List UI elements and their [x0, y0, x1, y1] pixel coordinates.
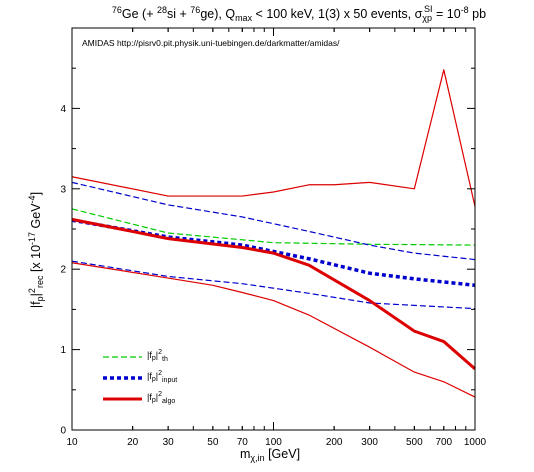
x-tick-label: 20	[127, 437, 139, 448]
series-line-th	[71, 208, 476, 246]
x-tick-label: 200	[326, 437, 343, 448]
series-line-algo-lower	[71, 262, 476, 398]
ticks-layer: 10 20 30 50 70 100 200 300 500 700 1000 0 1 2 3 4	[60, 27, 487, 448]
x-axis-label: mχ,in [GeV]	[240, 447, 300, 463]
chart-title: 76Ge (+ 28si + 76ge), Qmax < 100 keV, 1(…	[112, 4, 486, 23]
x-tick-label: 500	[406, 437, 423, 448]
legend-label-input: |fp|2input	[147, 370, 177, 384]
plot-frame	[71, 27, 476, 431]
x-tick-label: 700	[435, 437, 452, 448]
legend-label-algo: |fp|2algo	[147, 391, 175, 405]
y-tick-label: 1	[60, 345, 66, 356]
chart-annotation: AMIDAS http://pisrv0.pit.physik.uni-tueb…	[82, 38, 340, 48]
series-line-input-upper	[71, 181, 476, 261]
x-tick-label: 50	[207, 437, 219, 448]
x-tick-label: 30	[163, 437, 175, 448]
x-tick-label: 1000	[464, 437, 487, 448]
series-layer	[71, 69, 476, 398]
series-line-algo-upper	[71, 69, 476, 207]
series-line-algo	[71, 217, 476, 371]
series-line-input-lower	[71, 260, 476, 310]
y-tick-label: 2	[60, 265, 66, 276]
x-tick-label: 10	[66, 437, 78, 448]
y-tick-label: 3	[60, 184, 66, 195]
legend-label-th: |fp|2th	[147, 349, 168, 363]
x-tick-label: 70	[237, 437, 249, 448]
legend: |fp|2th |fp|2input |fp|2algo	[103, 349, 177, 405]
x-tick-label: 100	[265, 437, 282, 448]
y-tick-label: 4	[60, 104, 66, 115]
x-tick-label: 300	[361, 437, 378, 448]
y-tick-label: 0	[60, 426, 66, 437]
series-line-input	[71, 218, 476, 288]
y-axis-label: |fp|2rec [x 10-17 GeV-4]	[27, 192, 45, 308]
